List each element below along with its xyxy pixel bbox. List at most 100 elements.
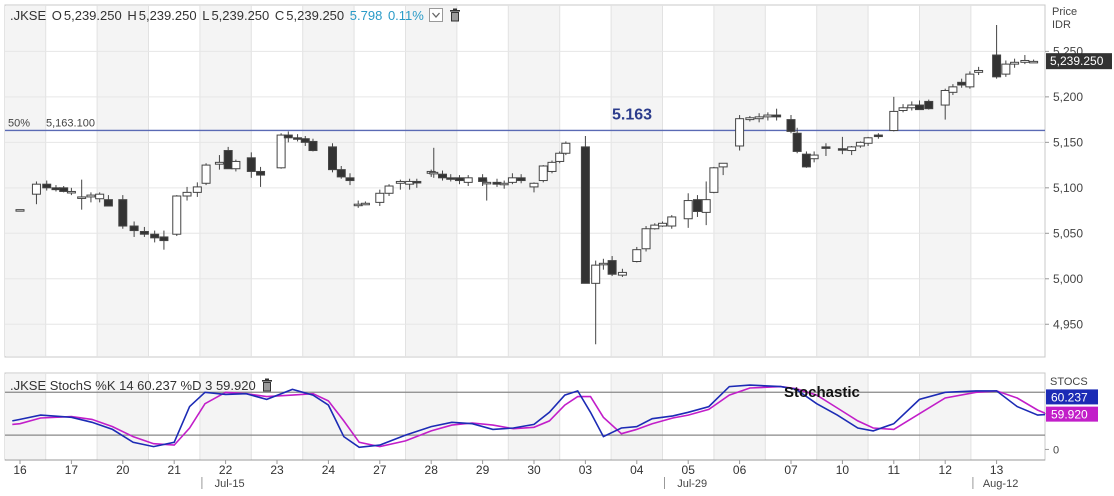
candle [763, 112, 773, 121]
month-label: Jul-15 [215, 478, 245, 490]
candle-body-up [31, 183, 41, 195]
x-tick-label: 12 [939, 463, 953, 477]
trash-icon[interactable] [261, 378, 273, 395]
candle [591, 260, 601, 345]
candle [529, 182, 539, 193]
candle-body-down [873, 134, 883, 138]
price-tick-label: 5,150 [1053, 135, 1083, 149]
day-band [302, 374, 355, 459]
candle-body-down [454, 177, 464, 182]
month-label: Jul-29 [677, 478, 707, 490]
stoch-k-line [12, 384, 1045, 449]
candle [516, 174, 526, 184]
candle [792, 127, 802, 154]
candle [547, 160, 557, 174]
candle-body-down [42, 183, 52, 189]
stoch-d-badge [1046, 406, 1098, 422]
candle-body-up [231, 160, 241, 170]
candle [837, 136, 847, 155]
x-tick-label: 24 [322, 463, 336, 477]
candle [855, 141, 865, 148]
price-tick-label: 5,100 [1053, 181, 1083, 195]
stoch-d-value: 59.920 [1051, 408, 1088, 422]
candle [446, 174, 456, 182]
fib-value-label: 5,163.100 [46, 117, 95, 129]
candle [345, 173, 355, 186]
candle [1029, 59, 1039, 64]
x-tick-label: 07 [784, 463, 798, 477]
candle [1010, 58, 1020, 68]
candle [95, 192, 105, 203]
x-tick-label: 23 [270, 463, 284, 477]
candle-body-down [580, 146, 590, 284]
day-band [611, 6, 663, 356]
candle [384, 184, 394, 197]
candle-body-up [172, 195, 182, 235]
candle [507, 173, 517, 185]
day-band [816, 374, 869, 459]
candle [15, 209, 25, 212]
candle-body-up [463, 177, 473, 183]
candle-body-up [683, 200, 693, 220]
candle-body-up [745, 117, 755, 121]
candle [31, 181, 41, 205]
candle-body-up [855, 141, 865, 147]
x-tick-label: 22 [219, 463, 233, 477]
chevron-down-icon[interactable] [429, 8, 444, 25]
x-tick-label: 04 [630, 463, 644, 477]
candle-body-up [701, 199, 711, 213]
candle [650, 223, 660, 230]
candle-body-up [375, 192, 385, 203]
candle [538, 165, 548, 183]
candle-body-down [692, 199, 702, 212]
candle-body-up [889, 110, 899, 132]
candle-body-down [118, 199, 128, 227]
close-label: C [274, 8, 285, 23]
low-value: 5,239.250 [211, 8, 270, 23]
candle-body-down [283, 134, 293, 139]
candle [692, 195, 702, 217]
stoch-axis-title: STOCS [1050, 376, 1088, 388]
price-tick-label: 5,050 [1053, 226, 1083, 240]
candle-body-down [139, 230, 149, 235]
candle-body-up [214, 161, 224, 165]
price-tick-label: 5,000 [1053, 272, 1083, 286]
candle [139, 226, 149, 237]
candle [667, 215, 677, 229]
candle [300, 135, 310, 146]
candle [328, 143, 338, 173]
candle [77, 179, 87, 210]
candle-body-up [940, 89, 950, 106]
candle-body-down [438, 173, 448, 179]
change-percent: 0.11% [387, 8, 424, 23]
candle [231, 159, 241, 172]
price-tick-label: 5,200 [1053, 90, 1083, 104]
candle-body-down [786, 119, 796, 132]
candle [283, 131, 293, 143]
candle-body-down [51, 187, 61, 191]
candle [182, 186, 192, 201]
candle [276, 133, 286, 169]
candle [873, 133, 883, 139]
day-band [97, 374, 149, 459]
candle-body-down [478, 177, 488, 182]
stoch-legend-text: .JKSE StochS %K 14 60.237 %D 3 59.920 [10, 378, 256, 393]
candle-body-down [792, 132, 802, 152]
candle [580, 135, 590, 284]
day-band [919, 6, 971, 356]
candle [683, 193, 693, 228]
candle [889, 96, 899, 132]
candle-body-down [336, 169, 346, 178]
candle-body-up [395, 180, 405, 184]
trash-icon[interactable] [449, 8, 461, 25]
candle [375, 189, 385, 207]
candle [66, 187, 76, 196]
x-tick-label: 30 [527, 463, 541, 477]
day-band [199, 374, 252, 459]
candle-body-up [1020, 59, 1030, 63]
candle [718, 162, 728, 176]
candle [974, 66, 984, 76]
candle-body-up [863, 137, 873, 144]
close-value: 5,239.250 [286, 8, 345, 23]
